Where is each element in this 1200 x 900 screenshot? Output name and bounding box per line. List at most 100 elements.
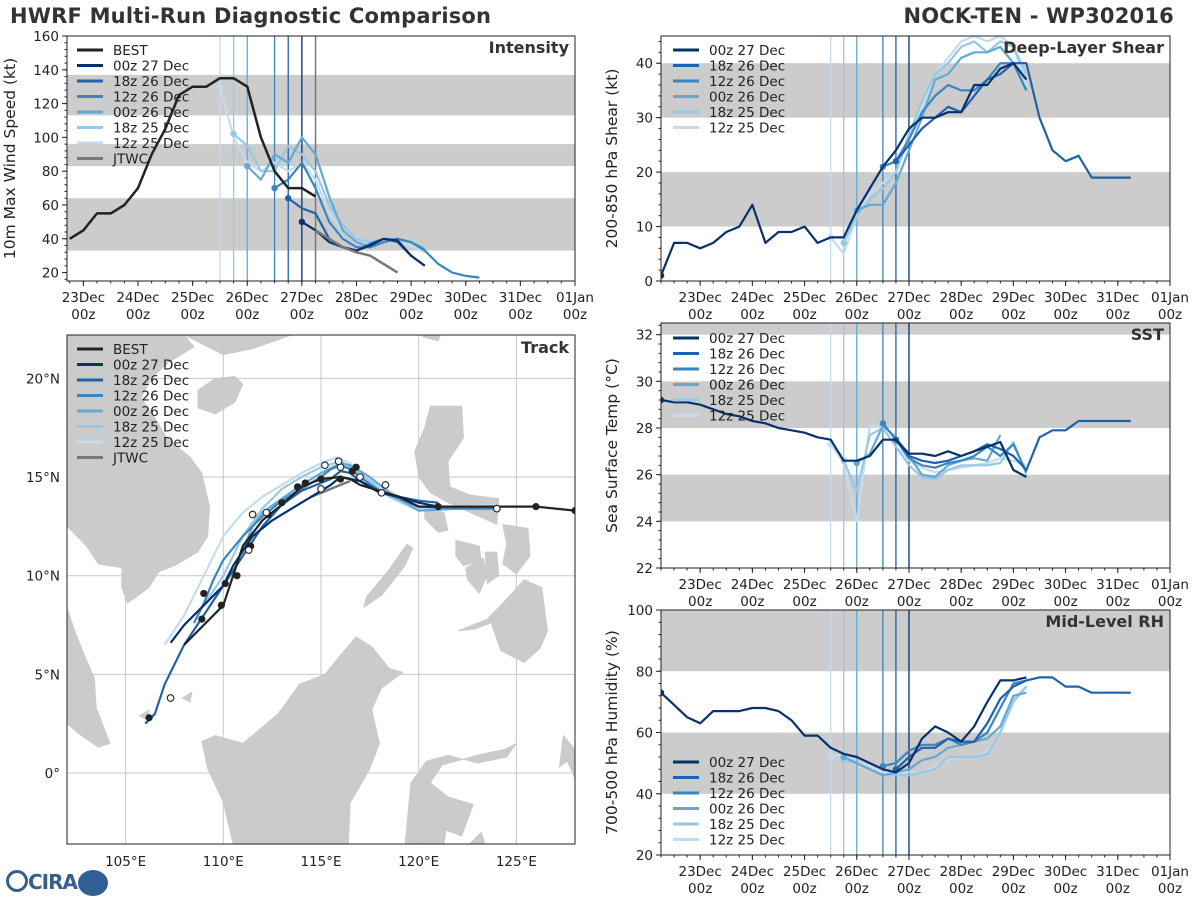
y-tick-label: 40: [636, 787, 653, 803]
init-marker-12z-25-dec: [827, 753, 834, 761]
track-point-filled: [145, 714, 153, 722]
init-marker-00z-26-dec: [244, 162, 251, 170]
x-tick-label-hour: 00z: [949, 594, 973, 610]
x-tick-label-date: 26Dec: [835, 290, 878, 306]
x-tick-label-hour: 00z: [1106, 307, 1130, 323]
plot-area: [67, 36, 575, 281]
x-tick-label-date: 24Dec: [731, 577, 774, 593]
legend-label-00z-27-dec: 00z 27 Dec: [709, 331, 785, 347]
x-tick-label-date: 30Dec: [1044, 290, 1087, 306]
x-tick-label-hour: 00z: [1053, 881, 1077, 897]
legend-label-18z-25-dec: 18z 25 Dec: [113, 121, 189, 137]
x-tick-label-date: 31Dec: [1096, 290, 1139, 306]
figure-title: HWRF Multi-Run Diagnostic Comparison: [10, 4, 492, 28]
series-line-00z-26-dec: [843, 691, 1027, 777]
series-line-jtwc: [314, 229, 399, 274]
track-point-open: [321, 461, 329, 470]
y-tick-label: 26: [636, 468, 653, 484]
x-tick-label-hour: 00z: [845, 881, 869, 897]
land-mass: [197, 375, 244, 415]
y-tick-label: 60: [636, 726, 653, 742]
y-axis-label: Sea Surface Temp (°C): [603, 358, 621, 533]
x-tick-label-hour: 00z: [897, 307, 921, 323]
x-tick-label-date: 27Dec: [887, 290, 930, 306]
panel-shear: 01020304023Dec00z24Dec00z25Dec00z26Dec00…: [603, 35, 1189, 323]
legend-label-12z-25-dec: 12z 25 Dec: [113, 435, 189, 451]
legend-label-18z-26-dec: 18z 26 Dec: [709, 59, 785, 75]
land-mass: [67, 737, 68, 844]
series-line-12z-25-dec: [829, 424, 1027, 523]
x-tick-label-date: 26Dec: [835, 577, 878, 593]
legend-label-18z-26-dec: 18z 26 Dec: [113, 373, 189, 389]
series-line-00z-27-dec: [661, 398, 1027, 478]
x-tick-label-hour: 00z: [897, 594, 921, 610]
shaded-band: [661, 610, 1170, 672]
x-tick-label-hour: 00z: [949, 881, 973, 897]
track-point-filled: [434, 503, 442, 511]
y-tick-label: 20: [636, 848, 653, 864]
track-point-open: [166, 694, 175, 702]
shaded-band: [67, 74, 575, 116]
land-mass: [181, 691, 193, 703]
lon-tick-label: 120°E: [398, 854, 439, 870]
track-line-jtwc: [310, 479, 351, 498]
x-tick-label-hour: 00z: [1158, 881, 1182, 897]
track-point-filled: [348, 467, 356, 475]
shaded-band: [67, 144, 575, 167]
panel-title: Track: [521, 338, 569, 357]
legend-label-18z-25-dec: 18z 25 Dec: [709, 393, 785, 409]
legend-label-00z-27-dec: 00z 27 Dec: [709, 43, 785, 59]
legend-label-12z-26-dec: 12z 26 Dec: [709, 786, 785, 802]
land-mass: [455, 539, 482, 567]
land-mass: [457, 579, 549, 663]
x-tick-label-date: 30Dec: [444, 290, 487, 306]
init-marker-00z-27-dec: [661, 689, 665, 696]
init-marker-18z-25-dec: [840, 239, 847, 247]
x-tick-label-date: 24Dec: [116, 290, 159, 306]
cira-logo: CIRA: [6, 868, 108, 896]
init-marker-18z-25-dec: [230, 130, 237, 138]
panel-title: Intensity: [489, 38, 570, 57]
track-point-filled: [217, 601, 225, 609]
land-mass: [201, 636, 404, 844]
panel-sst: 22242628303223Dec00z24Dec00z25Dec00z26De…: [603, 322, 1189, 610]
x-tick-label-hour: 00z: [1106, 881, 1130, 897]
panel-track: 105°E 110°E 115°E 120°E 125°E 0° 5°N 10°N 15°N 20…: [26, 334, 576, 870]
map-frame: [66, 334, 576, 845]
legend-label-00z-26-dec: 00z 26 Dec: [709, 378, 785, 394]
init-marker-12z-26-dec: [879, 420, 887, 427]
legend-label-00z-27-dec: 00z 27 Dec: [113, 358, 189, 374]
track-point-open: [377, 488, 386, 497]
y-tick-label: 100: [33, 130, 59, 146]
lat-tick-label: 0°: [45, 766, 60, 782]
x-tick-label-hour: 00z: [792, 594, 816, 610]
legend-label-best: BEST: [113, 342, 148, 358]
x-tick-label-date: 25Dec: [783, 290, 826, 306]
y-tick-label: 30: [636, 111, 653, 127]
land-mass: [404, 743, 517, 844]
x-tick-label-hour: 00z: [688, 594, 712, 610]
x-tick-label-hour: 00z: [1158, 307, 1182, 323]
track-point-filled: [293, 483, 302, 491]
series-line-12z-26-dec: [274, 161, 480, 279]
track-point-filled: [198, 615, 206, 623]
legend-label-18z-25-dec: 18z 25 Dec: [709, 817, 785, 833]
legend-label-18z-26-dec: 18z 26 Dec: [709, 347, 785, 363]
legend-label-00z-26-dec: 00z 26 Dec: [709, 802, 785, 818]
y-tick-label: 20: [42, 266, 59, 282]
x-tick-label-hour: 00z: [344, 307, 368, 323]
y-tick-label: 40: [42, 232, 59, 248]
x-tick-label-hour: 00z: [1053, 594, 1077, 610]
lat-tick-label: 20°N: [26, 371, 60, 387]
series-line-best: [69, 76, 317, 240]
lat-tick-label: 15°N: [26, 470, 60, 486]
land-mass: [468, 831, 486, 844]
y-axis-label: 700-500 hPa Humidity (%): [603, 630, 621, 835]
y-tick-label: 140: [33, 63, 59, 79]
shaded-band: [661, 63, 1170, 118]
x-tick-label-date: 27Dec: [280, 290, 323, 306]
init-marker-18z-26-dec: [892, 158, 900, 165]
x-tick-label-date: 29Dec: [992, 290, 1035, 306]
map-area: [67, 335, 575, 844]
